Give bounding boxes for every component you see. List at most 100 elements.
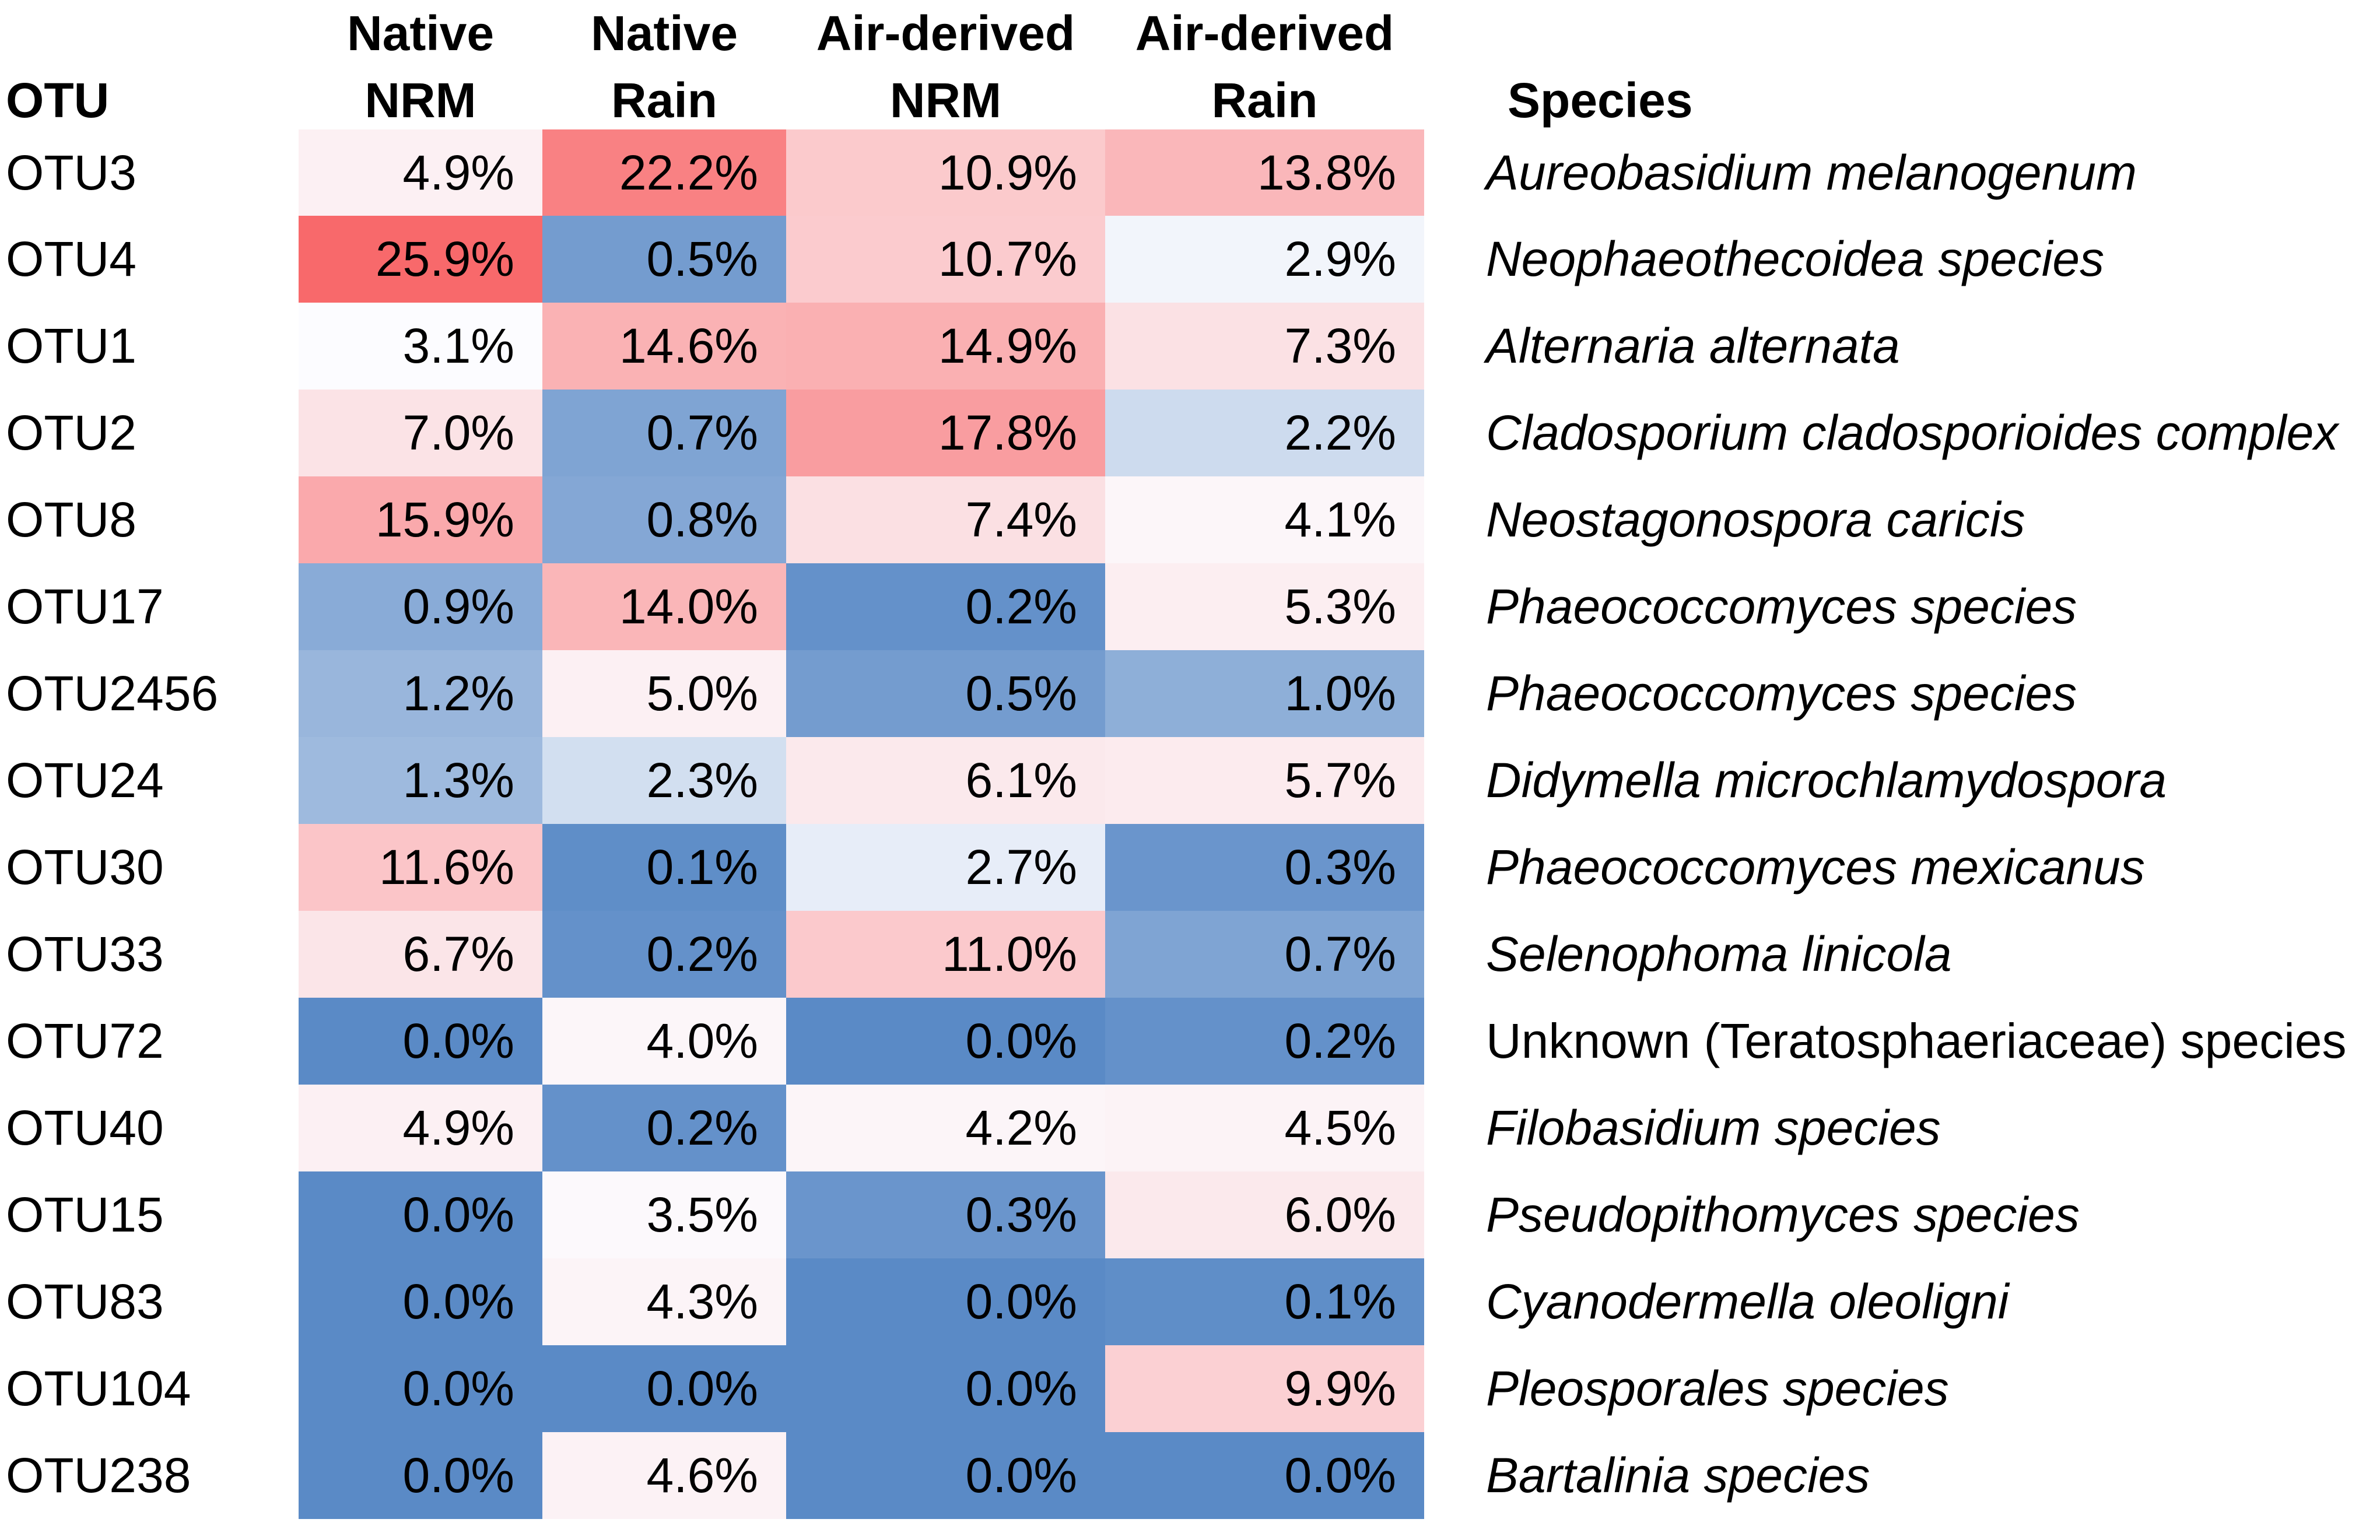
heatmap-cell: 0.0% <box>786 1345 1105 1432</box>
heatmap-cell: 5.7% <box>1105 737 1424 824</box>
heatmap-cell: 0.0% <box>1105 1432 1424 1519</box>
heatmap-row: OTU30 11.6% 0.1% 2.7% 0.3% Phaeococcomyces me… <box>0 824 2380 911</box>
heatmap-row: OTU24 1.3% 2.3% 6.1% 5.7% Didymella microchla… <box>0 737 2380 824</box>
otu-label: OTU1 <box>6 318 137 373</box>
heatmap-cell: 11.6% <box>299 824 542 911</box>
heatmap-cell: 7.3% <box>1105 303 1424 390</box>
heatmap-row: OTU3 4.9% 22.2% 10.9% 13.8% Aureobasidium mel… <box>0 129 2380 216</box>
heatmap-cell: 6.0% <box>1105 1171 1424 1258</box>
heatmap-cell: 22.2% <box>542 129 786 216</box>
otu-label: OTU3 <box>6 145 137 200</box>
otu-label: OTU83 <box>6 1274 164 1329</box>
heatmap-row: OTU4 25.9% 0.5% 10.7% 2.9% Neophaeothecoidea … <box>0 216 2380 303</box>
column-header-1: Native NRM <box>299 0 542 134</box>
species-label: Pleosporales species <box>1486 1361 1949 1416</box>
heatmap-row: OTU238 0.0% 4.6% 0.0% 0.0% Bartalinia species <box>0 1432 2380 1519</box>
heatmap-cell: 2.3% <box>542 737 786 824</box>
heatmap-row: OTU33 6.7% 0.2% 11.0% 0.7% Selenophoma linico… <box>0 911 2380 998</box>
species-label: Phaeococcomyces species <box>1486 666 2077 721</box>
heatmap-cell: 0.0% <box>542 1345 786 1432</box>
heatmap-cell: 0.7% <box>1105 911 1424 998</box>
heatmap-cell: 11.0% <box>786 911 1105 998</box>
heatmap-cell: 4.0% <box>542 998 786 1085</box>
heatmap-cell: 4.9% <box>299 129 542 216</box>
heatmap-cell: 6.7% <box>299 911 542 998</box>
heatmap-cell: 0.0% <box>786 998 1105 1085</box>
species-label: Unknown (Teratosphaeriaceae) species <box>1486 1013 2347 1068</box>
heatmap-cell: 14.6% <box>542 303 786 390</box>
heatmap-row: OTU72 0.0% 4.0% 0.0% 0.2% Unknown (Teratospha… <box>0 998 2380 1085</box>
heatmap-cell: 0.2% <box>542 911 786 998</box>
otu-label: OTU238 <box>6 1448 191 1503</box>
heatmap-row: OTU1 3.1% 14.6% 14.9% 7.3% Alternaria alterna… <box>0 303 2380 390</box>
otu-label: OTU40 <box>6 1100 164 1155</box>
heatmap-cell: 0.0% <box>299 1432 542 1519</box>
otu-label: OTU2 <box>6 405 137 460</box>
otu-label: OTU24 <box>6 753 164 808</box>
species-label: Bartalinia species <box>1486 1448 1870 1503</box>
heatmap-cell: 0.0% <box>786 1432 1105 1519</box>
heatmap-cell: 2.2% <box>1105 390 1424 476</box>
heatmap-cell: 0.2% <box>542 1085 786 1171</box>
heatmap-row: OTU2 7.0% 0.7% 17.8% 2.2% Cladosporium clados… <box>0 390 2380 476</box>
heatmap-cell: 0.0% <box>299 1171 542 1258</box>
heatmap-cell: 14.0% <box>542 563 786 650</box>
otu-column-header: OTU <box>6 73 110 128</box>
heatmap-cell: 0.3% <box>1105 824 1424 911</box>
heatmap-cell: 0.5% <box>786 650 1105 737</box>
heatmap-cell: 0.0% <box>299 998 542 1085</box>
species-label: Didymella microchlamydospora <box>1486 753 2167 808</box>
heatmap-cell: 10.7% <box>786 216 1105 303</box>
species-label: Phaeococcomyces mexicanus <box>1486 840 2145 894</box>
heatmap-cell: 1.0% <box>1105 650 1424 737</box>
heatmap-cell: 0.3% <box>786 1171 1105 1258</box>
heatmap-cell: 0.1% <box>1105 1258 1424 1345</box>
heatmap-cell: 6.1% <box>786 737 1105 824</box>
species-label: Neophaeothecoidea species <box>1486 231 2105 286</box>
heatmap-row: OTU15 0.0% 3.5% 0.3% 6.0% Pseudopithomyces sp… <box>0 1171 2380 1258</box>
heatmap-cell: 10.9% <box>786 129 1105 216</box>
heatmap-cell: 4.5% <box>1105 1085 1424 1171</box>
column-header-4: Air-derived Rain <box>1105 0 1424 134</box>
otu-label: OTU4 <box>6 231 137 286</box>
heatmap-cell: 0.8% <box>542 476 786 563</box>
heatmap-cell: 7.0% <box>299 390 542 476</box>
heatmap-row: OTU2456 1.2% 5.0% 0.5% 1.0% Phaeococcomyces s… <box>0 650 2380 737</box>
species-label: Cladosporium cladosporioides complex <box>1486 405 2339 460</box>
column-header-line1: Native <box>346 6 495 61</box>
otu-label: OTU17 <box>6 579 164 634</box>
heatmap-cell: 0.0% <box>786 1258 1105 1345</box>
heatmap-cell: 14.9% <box>786 303 1105 390</box>
species-label: Cyanodermella oleoligni <box>1486 1274 2009 1329</box>
heatmap-cell: 0.2% <box>1105 998 1424 1085</box>
column-header-line1: Native <box>590 6 738 61</box>
otu-label: OTU2456 <box>6 666 219 721</box>
column-header-line2: Rain <box>611 73 718 128</box>
heatmap-cell: 2.9% <box>1105 216 1424 303</box>
column-header-line2: NRM <box>364 73 476 128</box>
otu-label: OTU33 <box>6 927 164 981</box>
column-header-2: Native Rain <box>542 0 786 134</box>
heatmap-row: OTU40 4.9% 0.2% 4.2% 4.5% Filobasidium specie… <box>0 1085 2380 1171</box>
heatmap-cell: 0.9% <box>299 563 542 650</box>
heatmap-cell: 4.9% <box>299 1085 542 1171</box>
column-header-line2: Rain <box>1211 73 1318 128</box>
heatmap-cell: 3.5% <box>542 1171 786 1258</box>
heatmap-cell: 0.1% <box>542 824 786 911</box>
heatmap-cell: 2.7% <box>786 824 1105 911</box>
species-label: Aureobasidium melanogenum <box>1486 145 2137 200</box>
species-label: Phaeococcomyces species <box>1486 579 2077 634</box>
heatmap-cell: 25.9% <box>299 216 542 303</box>
heatmap-cell: 4.2% <box>786 1085 1105 1171</box>
heatmap-cell: 0.2% <box>786 563 1105 650</box>
heatmap-cell: 3.1% <box>299 303 542 390</box>
heatmap-cell: 1.3% <box>299 737 542 824</box>
species-label: Alternaria alternata <box>1486 318 1900 373</box>
column-header-line1: Air-derived <box>1135 6 1394 61</box>
heatmap-cell: 9.9% <box>1105 1345 1424 1432</box>
heatmap-row: OTU8 15.9% 0.8% 7.4% 4.1% Neostagonospora car… <box>0 476 2380 563</box>
otu-label: OTU15 <box>6 1187 164 1242</box>
heatmap-cell: 5.3% <box>1105 563 1424 650</box>
otu-label: OTU104 <box>6 1361 191 1416</box>
otu-label: OTU30 <box>6 840 164 894</box>
